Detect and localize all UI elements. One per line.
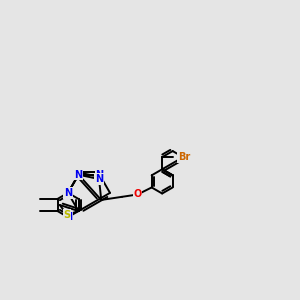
Text: N: N [64, 188, 72, 198]
Text: S: S [63, 210, 70, 220]
Text: O: O [134, 190, 142, 200]
Text: N: N [74, 170, 83, 180]
Text: Br: Br [178, 152, 190, 162]
Text: N: N [64, 212, 72, 222]
Text: N: N [95, 174, 103, 184]
Text: N: N [95, 170, 104, 180]
